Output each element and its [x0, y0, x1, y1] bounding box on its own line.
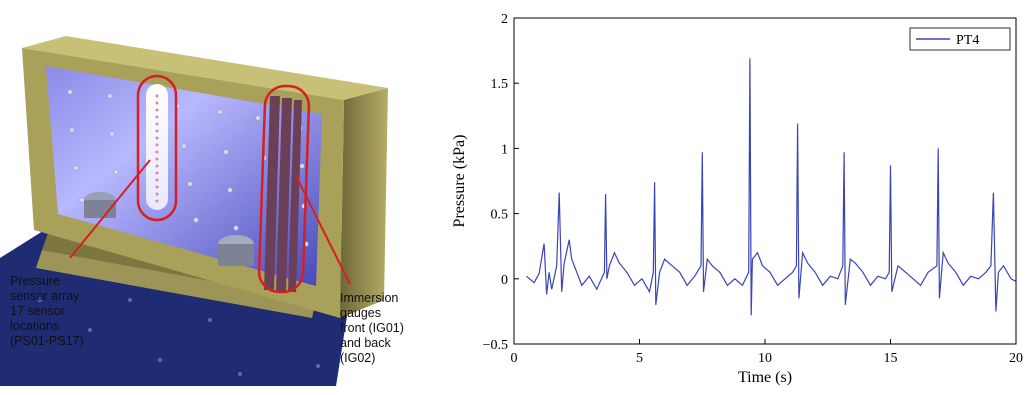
y-tick-label: 0.5	[491, 208, 509, 223]
y-tick-label: 0	[501, 273, 508, 288]
panel-drawing: Pressure sensor array 17 sensor location…	[0, 36, 404, 386]
immersion-annotation-line: Immersion	[340, 291, 398, 305]
pressure-chart: −0.5 0 0.5 1 1.5 2 0 5 10 15 20 PT4 Time (s) Pres…	[440, 0, 1028, 390]
immersion-leader-line	[295, 175, 351, 285]
immersion-annotation-line: (IG02)	[340, 351, 375, 365]
pressure-sensor-strip	[146, 84, 168, 210]
y-tick-label: −0.5	[483, 338, 508, 353]
immersion-annotation: Immersion gauges front (IG01) and back (…	[340, 291, 404, 365]
legend: PT4	[909, 27, 1011, 51]
x-axis-label: Time (s)	[738, 369, 792, 386]
immersion-annotation-line: front (IG01)	[340, 321, 404, 335]
pressure-annotation-line: locations	[10, 319, 59, 333]
series-line-pt4	[526, 58, 1017, 316]
immersion-annotation-line: gauges	[340, 306, 381, 320]
pressure-annotation-line: sensor array	[10, 289, 80, 303]
support-feet	[84, 192, 254, 266]
x-tick-label: 10	[758, 351, 772, 366]
y-tick-label: 1	[501, 142, 508, 157]
pressure-annotation-line: Pressure	[10, 274, 60, 288]
pressure-leader-line	[69, 159, 151, 259]
legend-box	[909, 27, 1011, 51]
x-tick-label: 5	[636, 351, 643, 366]
y-axis-label: Pressure (kPa)	[451, 135, 468, 228]
y-tick-label: 2	[501, 12, 508, 27]
legend-label: PT4	[956, 33, 979, 48]
x-tick-label: 0	[511, 351, 518, 366]
x-tick-label: 15	[884, 351, 898, 366]
immersion-highlight-oval	[257, 84, 311, 294]
immersion-gauges	[264, 96, 302, 292]
frame	[22, 36, 388, 100]
x-axis-ticks: 0 5 10 15 20	[511, 339, 1023, 366]
plot-frame	[513, 17, 1017, 345]
immersion-annotation-line: and back	[340, 336, 391, 350]
pressure-annotation: Pressure sensor array 17 sensor location…	[10, 274, 84, 348]
pressure-annotation-line: 17 sensor	[10, 304, 65, 318]
pressure-highlight-oval	[136, 74, 178, 222]
test-panel	[46, 66, 322, 286]
pressure-annotation-line: (PS01-PS17)	[10, 334, 84, 348]
x-tick-label: 20	[1009, 351, 1023, 366]
sensor-panel-illustration: Pressure sensor array 17 sensor location…	[0, 0, 430, 390]
y-tick-label: 1.5	[491, 77, 509, 92]
chart-svg: −0.500.511.52 0 5 10 15 20 PT4 Time (s) Pres…	[451, 12, 1023, 386]
